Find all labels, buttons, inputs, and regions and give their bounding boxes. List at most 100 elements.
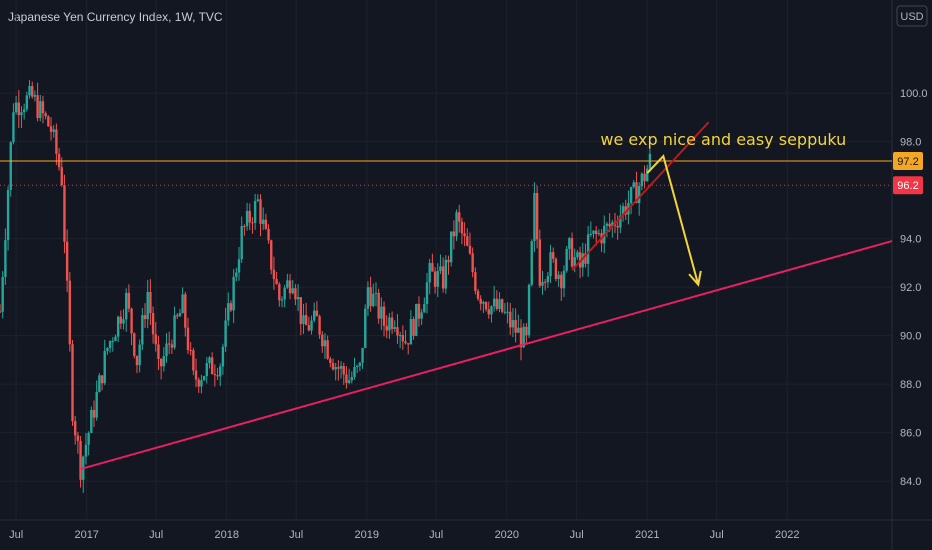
candle-up	[353, 366, 356, 377]
candle-down	[331, 362, 335, 370]
candle-down	[578, 252, 582, 268]
candle-up	[549, 252, 552, 277]
candle-up	[589, 233, 593, 235]
candle-up	[565, 248, 568, 271]
candle-down	[417, 303, 421, 319]
x-tick-label: 2018	[214, 529, 238, 541]
candle-up	[455, 212, 458, 237]
candle-up	[334, 367, 337, 370]
chart-title: Japanese Yen Currency Index, 1W, TVC	[8, 10, 223, 24]
x-tick-label: Jul	[149, 529, 163, 541]
candle-down	[396, 327, 399, 336]
candle-down	[616, 225, 619, 228]
candle-down	[624, 206, 627, 215]
candle-up	[339, 365, 343, 369]
candle-down	[133, 333, 136, 356]
candle-down	[441, 266, 445, 289]
candle-up	[14, 102, 18, 113]
candle-down	[431, 263, 434, 272]
candle-up	[106, 347, 109, 352]
candle-down	[643, 173, 646, 182]
candle-up	[122, 319, 125, 324]
candle-down	[272, 269, 276, 280]
candle-up	[541, 281, 544, 286]
candle-down	[197, 379, 200, 387]
candle-up	[415, 303, 418, 336]
candle-down	[151, 313, 155, 335]
candle-down	[390, 317, 394, 329]
y-tick-label: 90.0	[900, 331, 921, 343]
candle-down	[65, 241, 69, 281]
candle-up	[245, 210, 249, 227]
candle-up	[146, 292, 149, 320]
candle-up	[219, 366, 222, 377]
x-tick-label: 2021	[635, 529, 659, 541]
candle-down	[135, 355, 139, 366]
candle-up	[261, 219, 265, 224]
candle-up	[52, 129, 55, 132]
candle-down	[509, 311, 512, 328]
candle-up	[125, 292, 128, 320]
x-tick-label: Jul	[429, 529, 443, 541]
candle-down	[79, 440, 82, 480]
candle-up	[364, 308, 367, 348]
price-level-label: 96.2	[897, 180, 918, 192]
candle-down	[159, 358, 163, 367]
candle-up	[482, 302, 485, 304]
candle-down	[307, 325, 311, 331]
candle-up	[165, 343, 168, 357]
candle-down	[0, 311, 2, 313]
candle-down	[248, 210, 251, 223]
candle-down	[76, 435, 80, 441]
candle-up	[39, 101, 42, 119]
candle-up	[232, 276, 235, 311]
candle-up	[173, 315, 176, 348]
price-level-lines: 97.2 96.2	[0, 151, 923, 195]
candle-up	[313, 310, 316, 321]
candle-up	[557, 274, 560, 279]
currency-label: USD	[900, 11, 923, 23]
candle-down	[270, 240, 273, 270]
candle-down	[377, 292, 380, 319]
candle-down	[315, 310, 319, 317]
candle-down	[560, 274, 563, 289]
candle-down	[154, 334, 157, 345]
candle-down	[288, 280, 292, 294]
currency-badge[interactable]: USD	[896, 5, 928, 27]
price-axis[interactable]: 100.0 98.0 94.0 92.0 90.0 88.0 86.0 84.0	[900, 88, 928, 488]
candle-up	[576, 252, 579, 258]
candle-down	[167, 343, 171, 345]
candle-up	[621, 206, 625, 216]
x-tick-label: 2022	[775, 529, 799, 541]
candle-up	[33, 95, 37, 97]
candle-up	[181, 294, 184, 314]
candle-down	[294, 288, 297, 300]
candle-down	[92, 409, 96, 418]
candlestick-series	[0, 80, 652, 494]
candle-down	[463, 233, 466, 237]
candle-down	[552, 252, 555, 259]
candle-up	[372, 293, 375, 307]
candle-up	[200, 380, 203, 387]
candle-up	[449, 231, 453, 263]
candle-up	[4, 240, 7, 277]
candle-up	[1, 276, 4, 312]
candle-down	[468, 245, 472, 254]
candle-up	[423, 304, 426, 313]
price-level-badge	[893, 151, 923, 170]
candle-up	[116, 316, 120, 337]
candle-up	[398, 335, 402, 337]
candle-up	[6, 190, 10, 241]
candle-up	[310, 320, 313, 331]
candle-down	[100, 375, 104, 384]
candle-down	[216, 375, 219, 377]
y-tick-label: 94.0	[900, 234, 921, 246]
x-tick-label: 2019	[355, 529, 379, 541]
drawing-annotations[interactable]: we exp nice and easy seppuku	[80, 121, 893, 471]
candle-down	[44, 113, 47, 117]
candle-down	[495, 298, 499, 309]
time-axis[interactable]: Jul 2017 Jul 2018 Jul 2019 Jul 2020 Jul 2021 Jul 20…	[9, 529, 799, 541]
candle-down	[176, 315, 179, 317]
